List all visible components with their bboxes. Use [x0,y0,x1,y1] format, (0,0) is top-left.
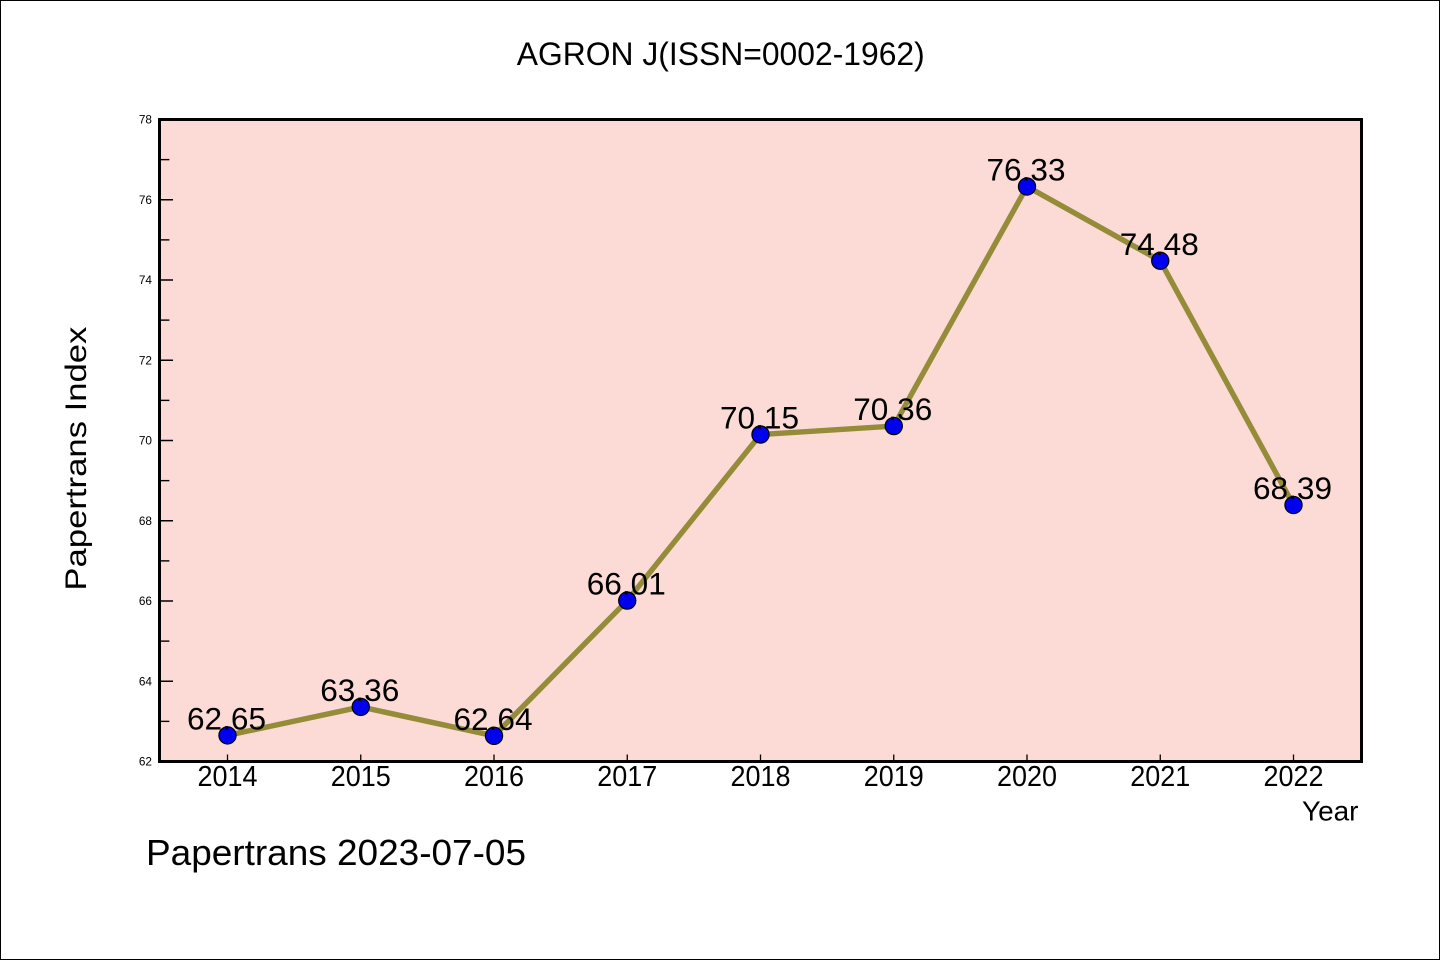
svg-text:62.64: 62.64 [454,701,533,737]
svg-text:76: 76 [139,193,153,207]
svg-text:74: 74 [139,273,153,287]
svg-text:2021: 2021 [1130,761,1190,793]
svg-text:2017: 2017 [597,761,657,793]
svg-text:2019: 2019 [864,761,924,793]
svg-text:Year: Year [1302,795,1359,826]
svg-text:2016: 2016 [464,761,524,793]
svg-text:74.48: 74.48 [1120,226,1199,262]
svg-text:Papertrans 2023-07-05: Papertrans 2023-07-05 [146,832,526,873]
svg-text:70: 70 [139,434,153,448]
svg-text:68.39: 68.39 [1253,470,1332,506]
svg-text:2022: 2022 [1264,761,1324,793]
svg-text:78: 78 [139,113,153,127]
svg-text:AGRON J(ISSN=0002-1962): AGRON J(ISSN=0002-1962) [517,36,925,72]
svg-text:76.33: 76.33 [987,152,1066,188]
svg-text:70.36: 70.36 [853,391,932,427]
svg-text:2020: 2020 [997,761,1057,793]
svg-text:62.65: 62.65 [187,700,266,736]
svg-text:68: 68 [139,514,153,528]
svg-text:63.36: 63.36 [320,672,399,708]
svg-text:66.01: 66.01 [587,566,666,602]
svg-text:64: 64 [139,674,153,688]
svg-text:62: 62 [139,755,152,769]
svg-text:2018: 2018 [731,761,791,793]
svg-text:72: 72 [139,353,152,367]
svg-text:2015: 2015 [331,761,391,793]
svg-text:70.15: 70.15 [720,400,799,436]
svg-text:Papertrans Index: Papertrans Index [60,327,93,591]
svg-text:2014: 2014 [198,761,258,793]
svg-text:66: 66 [139,594,153,608]
